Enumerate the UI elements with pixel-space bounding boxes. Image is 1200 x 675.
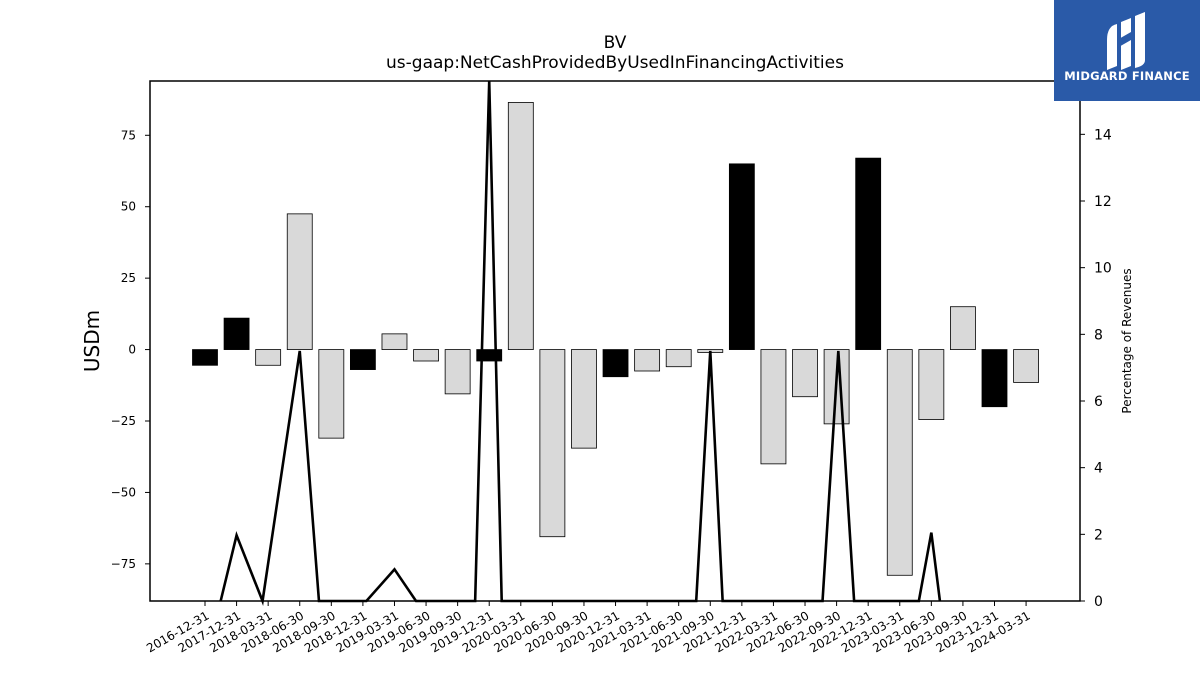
bars-layer — [192, 102, 1039, 576]
plot-frame — [149, 80, 1081, 602]
bar — [634, 349, 661, 372]
bar — [255, 349, 282, 366]
bar — [855, 157, 882, 350]
bar — [728, 163, 755, 350]
bar — [539, 349, 566, 538]
company-logo: MIDGARD FINANCE — [1054, 0, 1200, 101]
bar — [286, 213, 313, 350]
left-axis: −75 −50 −25 0 25 50 75 — [111, 128, 150, 571]
y-tick-label: −75 — [111, 557, 136, 571]
right-axis: 0 2 4 6 8 10 12 14 — [1080, 127, 1112, 610]
y-tick-label: 25 — [121, 271, 136, 285]
bar — [602, 349, 629, 378]
y2-tick-label: 8 — [1094, 327, 1103, 343]
chart-title: BV — [604, 33, 627, 53]
bar — [476, 349, 503, 362]
bar — [665, 349, 692, 368]
logo-text: MIDGARD FINANCE — [1064, 69, 1190, 83]
bar — [444, 349, 471, 395]
bar — [571, 349, 597, 449]
logo-mark-icon — [1107, 12, 1145, 70]
bar — [981, 349, 1008, 408]
y-tick-label: 75 — [121, 128, 136, 142]
y2-tick-label: 6 — [1094, 394, 1103, 410]
y2-tick-label: 12 — [1094, 194, 1112, 210]
x-axis: 2016-12-312017-12-312018-03-312018-06-30… — [144, 601, 1033, 655]
y-tick-label: −50 — [111, 485, 136, 499]
bar — [886, 349, 913, 576]
bar — [349, 349, 376, 370]
bar — [792, 349, 818, 398]
line-layer — [219, 80, 942, 606]
bar — [413, 349, 439, 362]
bar — [950, 306, 976, 350]
bar — [918, 349, 945, 420]
y2-tick-label: 14 — [1094, 127, 1112, 143]
y2-tick-label: 2 — [1094, 527, 1103, 543]
y2-tick-label: 0 — [1094, 594, 1103, 610]
y-tick-label: 0 — [128, 343, 136, 357]
series-line — [219, 80, 942, 606]
y2-tick-label: 4 — [1094, 461, 1103, 477]
bar — [318, 349, 345, 439]
y2-axis-label: Percentage of Revenues — [1120, 268, 1134, 413]
y2-tick-label: 10 — [1094, 261, 1112, 277]
bar — [760, 349, 787, 465]
bar — [507, 102, 534, 350]
y-tick-label: −25 — [111, 414, 136, 428]
chart-subtitle: us-gaap:NetCashProvidedByUsedInFinancing… — [386, 53, 844, 73]
bar — [1013, 349, 1039, 383]
bar — [192, 349, 218, 366]
bar — [223, 317, 250, 350]
bar — [381, 333, 408, 350]
y-tick-label: 50 — [121, 200, 136, 214]
y-axis-label: USDm — [80, 310, 104, 372]
